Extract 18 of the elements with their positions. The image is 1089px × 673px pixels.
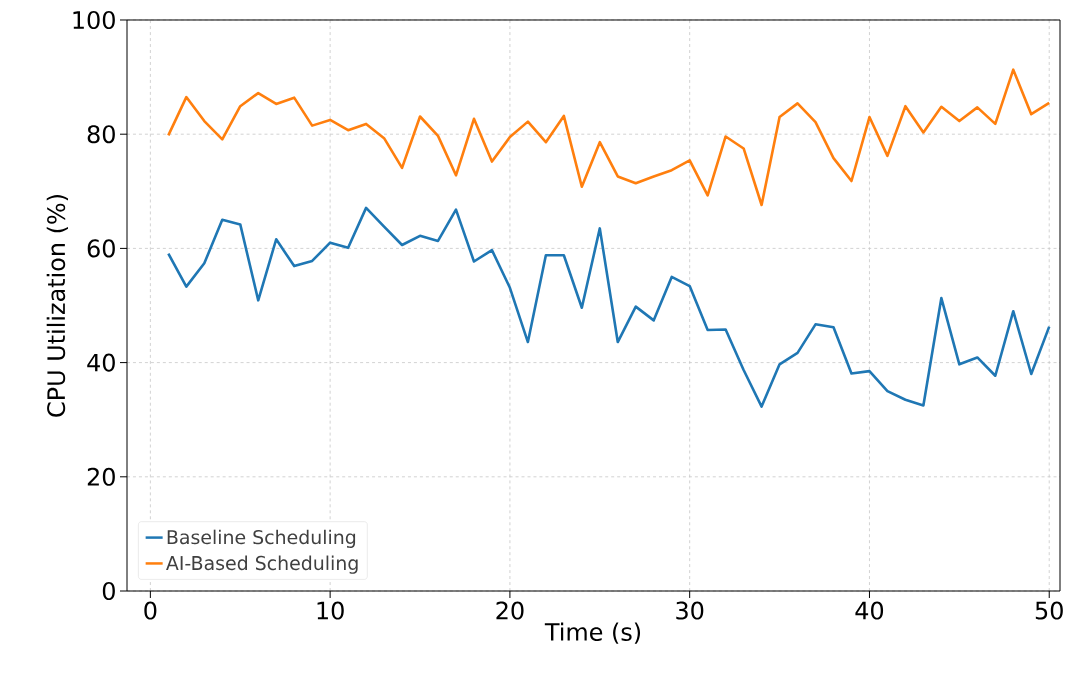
x-tick-label: 10 <box>317 601 344 620</box>
legend-label: AI-Based Scheduling <box>166 555 358 574</box>
x-tick-label: 20 <box>496 601 524 620</box>
y-tick-label: 100 <box>73 10 115 30</box>
y-tick-label: 0 <box>102 581 115 601</box>
y-tick-label: 20 <box>87 467 115 486</box>
y-axis-title: CPU Utilization (%) <box>46 195 69 417</box>
x-tick-label: 30 <box>676 601 704 620</box>
y-tick-label: 60 <box>87 239 115 258</box>
x-tick-label: 50 <box>1035 601 1063 620</box>
x-axis-title: Time (s) <box>544 622 641 644</box>
line-series <box>167 206 1051 408</box>
x-tick-label: 0 <box>144 601 157 620</box>
legend-label: Baseline Scheduling <box>167 529 356 548</box>
line-series <box>167 68 1051 207</box>
y-tick-label: 80 <box>87 125 115 144</box>
y-tick-label: 40 <box>87 353 115 372</box>
x-tick-label: 40 <box>855 601 884 620</box>
